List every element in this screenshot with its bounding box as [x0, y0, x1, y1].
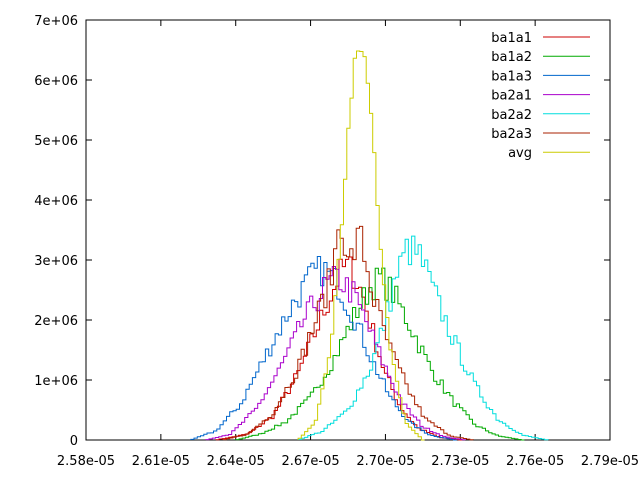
legend-label-ba2a1: ba2a1	[491, 89, 532, 104]
plot-frame	[85, 19, 611, 441]
legend: ba1a1 ba1a2 ba1a3 ba2a1 ba2a2 ba2a3 avg	[491, 31, 590, 161]
legend-label-avg: avg	[508, 146, 532, 161]
y-tick-label: 2e+06	[34, 314, 78, 329]
x-tick-label: 2.64e-05	[207, 454, 265, 469]
legend-label-ba1a2: ba1a2	[491, 50, 532, 65]
series-ba2a3	[222, 225, 474, 441]
series-layer	[190, 50, 550, 441]
series-ba1a3	[190, 256, 457, 441]
y-axis: 0 1e+06 2e+06 3e+06 4e+06 5e+06 6e+06 7e+06	[34, 14, 610, 449]
legend-label-ba1a3: ba1a3	[491, 69, 532, 84]
x-tick-label: 2.61e-05	[132, 454, 190, 469]
x-tick-label: 2.76e-05	[506, 454, 564, 469]
y-tick-label: 3e+06	[34, 254, 78, 269]
x-tick-label: 2.67e-05	[281, 454, 339, 469]
y-tick-label: 4e+06	[34, 194, 78, 209]
legend-label-ba1a1: ba1a1	[491, 31, 532, 46]
series-ba1a2	[235, 267, 525, 441]
series-avg	[297, 50, 425, 441]
y-tick-label: 1e+06	[34, 374, 78, 389]
y-tick-label: 0	[70, 434, 78, 449]
x-tick-label: 2.58e-05	[57, 454, 115, 469]
series-ba2a2	[297, 235, 550, 441]
legend-label-ba2a2: ba2a2	[491, 108, 532, 123]
x-tick-label: 2.70e-05	[356, 454, 414, 469]
x-axis: 2.58e-05 2.61e-05 2.64e-05 2.67e-05 2.70e-05…	[57, 20, 639, 469]
y-tick-label: 7e+06	[34, 14, 78, 29]
x-tick-label: 2.73e-05	[431, 454, 489, 469]
x-tick-label: 2.79e-05	[581, 454, 639, 469]
y-tick-label: 6e+06	[34, 74, 78, 89]
series-ba2a1	[205, 266, 466, 441]
y-tick-label: 5e+06	[34, 134, 78, 149]
legend-label-ba2a3: ba2a3	[491, 127, 532, 142]
